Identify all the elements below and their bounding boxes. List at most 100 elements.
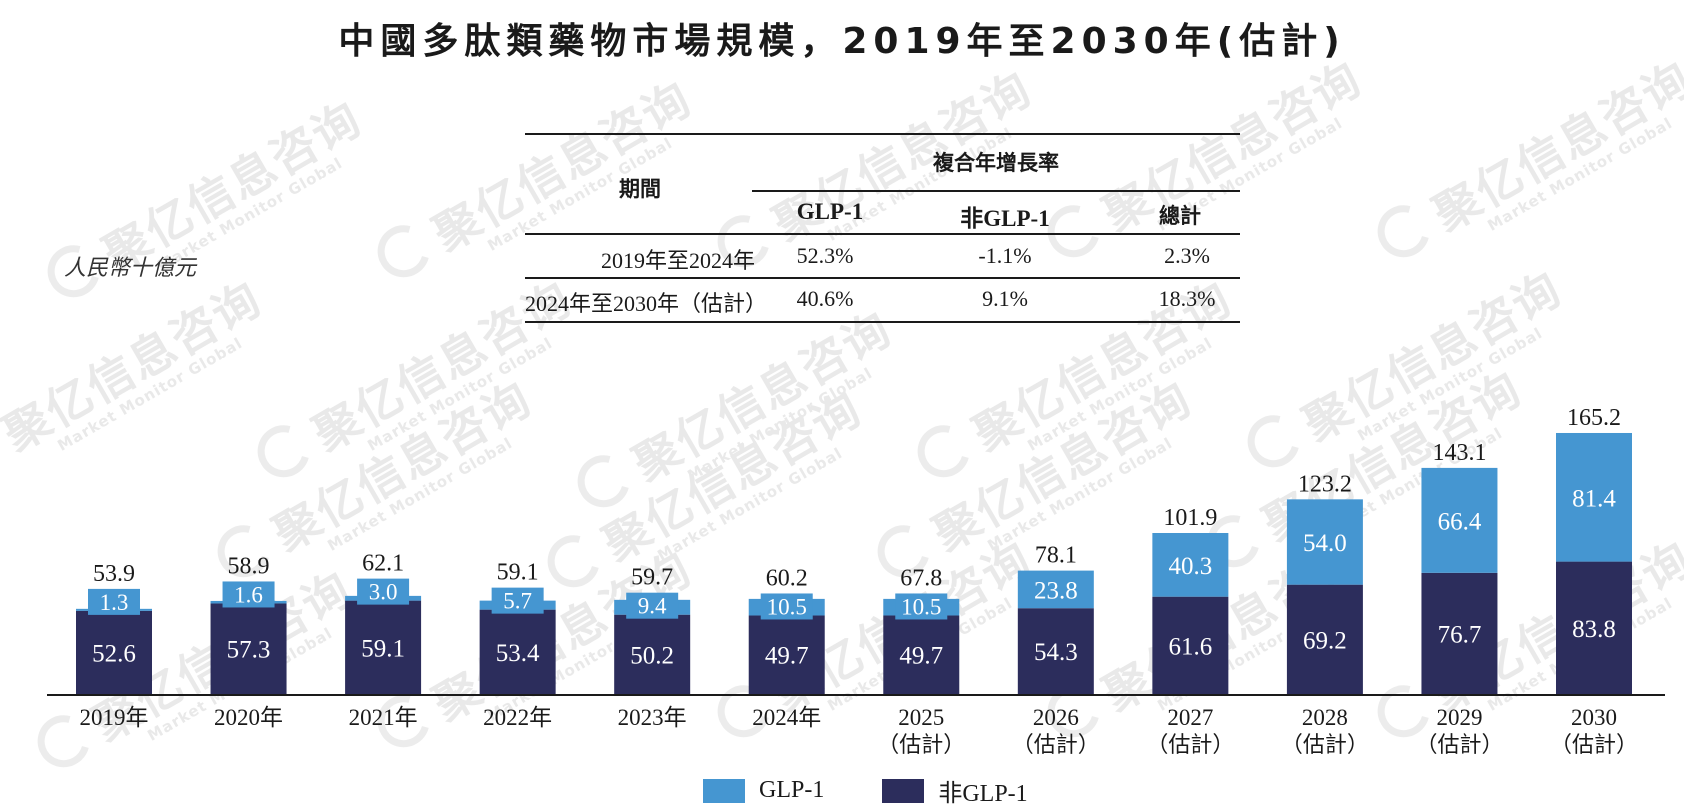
table-header-period: 期間 xyxy=(619,177,661,201)
legend-swatch-glp1 xyxy=(703,778,745,803)
legend-swatch-non-glp1 xyxy=(882,778,925,803)
table-row1-total: 2.3% xyxy=(1164,243,1210,268)
bar-segment-non-glp1 xyxy=(1152,596,1229,694)
data-label-non-glp1: 52.6 xyxy=(92,640,136,667)
table-header-cagr: 複合年增長率 xyxy=(933,151,1059,175)
data-label-non-glp1: 76.7 xyxy=(1438,621,1482,648)
x-tick-sublabel: （估計） xyxy=(1415,732,1503,757)
legend-label-non-glp1: 非GLP-1 xyxy=(938,781,1028,807)
data-label-non-glp1: 49.7 xyxy=(899,643,943,670)
table-col-glp1: GLP-1 xyxy=(796,199,864,224)
data-label-total: 62.1 xyxy=(362,551,404,577)
table-row2-total: 18.3% xyxy=(1158,286,1216,311)
table-group-rule xyxy=(752,190,1240,192)
x-tick-label: 2030 xyxy=(1571,705,1617,730)
x-tick-sublabel: （估計） xyxy=(1146,732,1234,757)
data-label-glp1: 1.6 xyxy=(234,582,263,607)
table-row1-non-glp1: -1.1% xyxy=(978,243,1032,268)
bar-segment-non-glp1 xyxy=(614,614,691,694)
data-label-glp1: 3.0 xyxy=(369,580,398,605)
data-label-glp1: 54.0 xyxy=(1303,530,1347,557)
x-tick-label: 2020年 xyxy=(214,705,283,730)
data-label-total: 59.7 xyxy=(631,565,673,591)
x-tick-label: 2023年 xyxy=(618,705,687,730)
x-tick-sublabel: （估計） xyxy=(1012,732,1100,757)
data-label-total: 60.2 xyxy=(766,565,808,591)
bar-segment-glp1 xyxy=(1556,432,1632,562)
x-tick-sublabel: （估計） xyxy=(877,732,965,757)
data-label-total: 123.2 xyxy=(1298,471,1352,497)
bar-segment-non-glp1 xyxy=(1421,572,1498,694)
data-label-total: 58.9 xyxy=(228,553,270,579)
data-label-non-glp1: 50.2 xyxy=(630,642,674,669)
data-label-glp1: 40.3 xyxy=(1168,553,1212,580)
table-row-rule xyxy=(525,277,1240,279)
data-label-box-glp1 xyxy=(626,592,679,619)
data-label-total: 53.9 xyxy=(93,561,135,587)
table-row2-non-glp1: 9.1% xyxy=(982,286,1028,311)
bar-segment-non-glp1 xyxy=(1556,561,1632,694)
x-tick-label: 2025 xyxy=(898,705,944,730)
data-label-non-glp1: 69.2 xyxy=(1303,627,1347,654)
x-tick-label: 2019年 xyxy=(80,705,149,730)
bar-segment-non-glp1 xyxy=(345,600,422,694)
table-col-non-glp1: 非GLP-1 xyxy=(960,206,1050,231)
bar-segment-glp1 xyxy=(1017,570,1094,609)
table-row2-glp1: 40.6% xyxy=(796,286,854,311)
data-label-non-glp1: 57.3 xyxy=(227,637,271,664)
legend-label-glp1: GLP-1 xyxy=(759,777,825,803)
table-row2-period: 2024年至2030年（估計） xyxy=(525,291,768,316)
data-label-total: 165.2 xyxy=(1567,405,1621,431)
data-label-non-glp1: 53.4 xyxy=(496,640,540,667)
data-label-non-glp1: 49.7 xyxy=(765,643,809,670)
x-tick-label: 2024年 xyxy=(752,705,821,730)
x-tick-label: 2021年 xyxy=(349,705,418,730)
legend-item-non-glp1: 非GLP-1 xyxy=(882,773,1028,808)
bar-segment-non-glp1 xyxy=(748,615,825,694)
data-label-non-glp1: 54.3 xyxy=(1034,639,1078,666)
x-tick-sublabel: （估計） xyxy=(1550,732,1638,757)
data-label-glp1: 10.5 xyxy=(901,594,941,619)
bar-segment-non-glp1 xyxy=(1286,584,1363,694)
x-tick-label: 2022年 xyxy=(483,705,552,730)
bar-segment-non-glp1 xyxy=(883,615,960,694)
data-label-box-glp1 xyxy=(357,578,410,605)
data-label-total: 143.1 xyxy=(1432,440,1486,466)
data-label-glp1: 66.4 xyxy=(1438,508,1482,535)
data-label-glp1: 81.4 xyxy=(1572,485,1616,512)
data-label-box-glp1 xyxy=(895,593,948,620)
bar-segment-glp1 xyxy=(1152,532,1229,597)
x-tick-label: 2029 xyxy=(1436,705,1482,730)
data-label-non-glp1: 61.6 xyxy=(1168,633,1212,660)
data-label-glp1: 10.5 xyxy=(767,594,807,619)
data-label-box-glp1 xyxy=(222,581,275,608)
bar-segment-non-glp1 xyxy=(210,603,287,694)
data-label-glp1: 1.3 xyxy=(100,590,129,615)
table-row1-period: 2019年至2024年 xyxy=(600,248,755,273)
x-tick-sublabel: （估計） xyxy=(1281,732,1369,757)
data-label-glp1: 5.7 xyxy=(503,589,532,614)
table-bottom-rule xyxy=(525,321,1240,323)
table-top-rule xyxy=(525,133,1240,135)
x-tick-label: 2028 xyxy=(1302,705,1348,730)
data-label-box-glp1 xyxy=(491,587,544,614)
data-label-box-glp1 xyxy=(760,593,813,620)
data-label-glp1: 9.4 xyxy=(638,594,667,619)
bar-segment-non-glp1 xyxy=(76,610,152,694)
data-label-total: 101.9 xyxy=(1163,505,1217,531)
chart-title: 中國多肽類藥物市場規模，2019年至2030年(估計) xyxy=(338,21,1346,62)
bar-segment-glp1 xyxy=(1286,499,1363,585)
data-label-box-glp1 xyxy=(88,588,140,615)
data-label-total: 67.8 xyxy=(900,565,942,591)
table-header-rule xyxy=(525,233,1240,235)
bar-segment-non-glp1 xyxy=(1017,608,1094,694)
bar-segment-glp1 xyxy=(1421,467,1498,573)
data-label-glp1: 23.8 xyxy=(1034,577,1078,604)
y-axis-unit-label: 人民幣十億元 xyxy=(64,255,197,280)
chart-legend: GLP-1 非GLP-1 xyxy=(703,773,1086,808)
data-label-total: 59.1 xyxy=(497,560,539,586)
x-tick-label: 2027 xyxy=(1167,705,1213,730)
data-label-total: 78.1 xyxy=(1035,543,1077,569)
x-tick-label: 2026 xyxy=(1033,705,1079,730)
